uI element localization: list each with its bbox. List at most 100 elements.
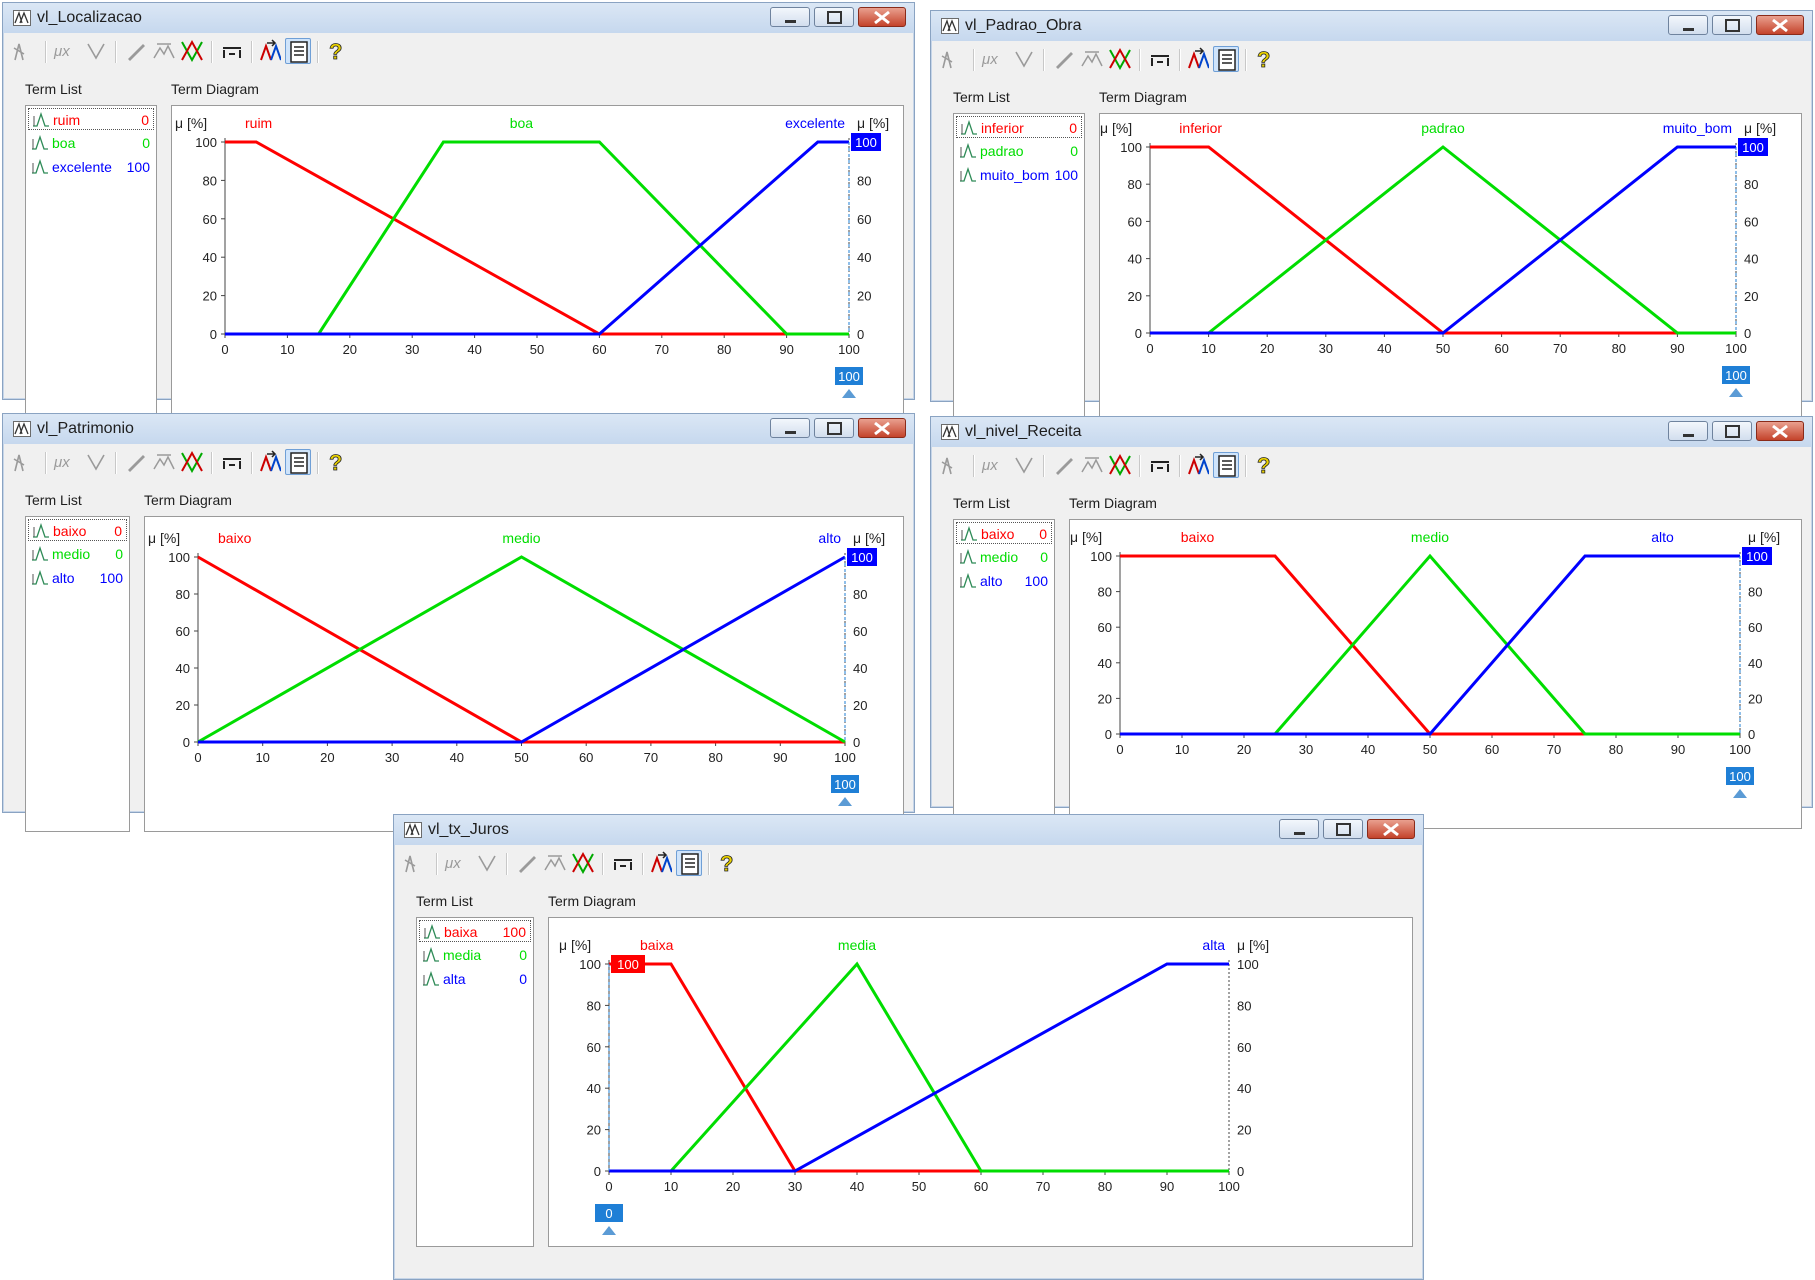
inverse-term-button[interactable]: [1011, 46, 1037, 72]
term-item-inferior[interactable]: inferior 0: [956, 116, 1082, 138]
input-cursor[interactable]: 100: [1726, 767, 1754, 798]
properties-button[interactable]: [285, 38, 311, 64]
input-cursor[interactable]: 100: [835, 367, 863, 398]
term-item-alto[interactable]: alto 100: [956, 570, 1052, 592]
series-line-excelente[interactable]: [225, 140, 849, 336]
input-cursor[interactable]: 100: [831, 775, 859, 806]
term-item-alta[interactable]: alta 0: [419, 968, 531, 990]
title-bar[interactable]: vl_nivel_Receita: [931, 417, 1812, 447]
minimize-button[interactable]: [770, 418, 810, 438]
term-item-baixo[interactable]: baixo 0: [28, 519, 127, 541]
maximize-button[interactable]: [1323, 819, 1363, 839]
term-overlap-button[interactable]: [1107, 46, 1133, 72]
shape-edit-button[interactable]: [1079, 46, 1105, 72]
series-line-alto[interactable]: [198, 555, 846, 744]
term-select-button[interactable]: [939, 452, 965, 478]
term-overlap-button[interactable]: [179, 38, 205, 64]
term-item-alto[interactable]: alto 100: [28, 567, 127, 589]
term-overlap-button[interactable]: [179, 449, 205, 475]
range-button[interactable]: [219, 38, 245, 64]
shape-edit-button[interactable]: [1079, 452, 1105, 478]
term-item-media[interactable]: media 0: [419, 944, 531, 966]
title-bar[interactable]: vl_Patrimonio: [3, 414, 914, 444]
properties-button[interactable]: [1213, 452, 1239, 478]
close-button[interactable]: [1367, 819, 1415, 839]
properties-button[interactable]: [1213, 46, 1239, 72]
help-button[interactable]: ?: [323, 38, 349, 64]
add-term-button[interactable]: [257, 449, 283, 475]
series-line-inferior[interactable]: [1150, 145, 1736, 335]
close-button[interactable]: [858, 7, 906, 27]
range-button[interactable]: [1147, 452, 1173, 478]
pencil-button[interactable]: [514, 850, 540, 876]
inverse-term-button[interactable]: [1011, 452, 1037, 478]
series-line-media[interactable]: [669, 961, 1229, 1173]
add-term-button[interactable]: [1185, 46, 1211, 72]
properties-button[interactable]: [676, 850, 702, 876]
mu-x-button[interactable]: μx: [979, 452, 1005, 478]
term-diagram[interactable]: μ [%]μ [%]002020404060608080100100010203…: [171, 105, 904, 421]
inverse-term-button[interactable]: [83, 38, 109, 64]
inverse-term-button[interactable]: [474, 850, 500, 876]
input-cursor[interactable]: 0: [595, 1204, 623, 1235]
term-diagram[interactable]: μ [%]μ [%]002020404060608080100100010203…: [144, 516, 904, 832]
add-term-button[interactable]: [1185, 452, 1211, 478]
term-overlap-button[interactable]: [570, 850, 596, 876]
help-button[interactable]: ?: [323, 449, 349, 475]
term-diagram[interactable]: μ [%]μ [%]002020404060608080100100010203…: [1099, 113, 1802, 419]
series-line-medio[interactable]: [197, 555, 846, 744]
term-item-muito-bom[interactable]: muito_bom 100: [956, 164, 1082, 186]
minimize-button[interactable]: [1279, 819, 1319, 839]
maximize-button[interactable]: [814, 418, 854, 438]
maximize-button[interactable]: [814, 7, 854, 27]
term-overlap-button[interactable]: [1107, 452, 1133, 478]
mu-x-button[interactable]: μx: [442, 850, 468, 876]
pencil-button[interactable]: [1051, 452, 1077, 478]
minimize-button[interactable]: [1668, 15, 1708, 35]
maximize-button[interactable]: [1712, 15, 1752, 35]
range-button[interactable]: [610, 850, 636, 876]
series-line-ruim[interactable]: [225, 140, 849, 336]
term-item-baixa[interactable]: baixa 100: [419, 920, 531, 942]
term-select-button[interactable]: [402, 850, 428, 876]
close-button[interactable]: [1756, 421, 1804, 441]
term-item-boa[interactable]: boa 0: [28, 132, 154, 154]
add-term-button[interactable]: [257, 38, 283, 64]
title-bar[interactable]: vl_Localizacao: [3, 3, 914, 33]
shape-edit-button[interactable]: [151, 449, 177, 475]
series-line-boa[interactable]: [317, 140, 849, 336]
input-cursor[interactable]: 100: [1722, 366, 1750, 397]
title-bar[interactable]: vl_tx_Juros: [394, 815, 1423, 845]
close-button[interactable]: [858, 418, 906, 438]
range-button[interactable]: [219, 449, 245, 475]
close-button[interactable]: [1756, 15, 1804, 35]
cursor-handle-icon[interactable]: [838, 797, 852, 806]
term-item-baixo[interactable]: baixo 0: [956, 522, 1052, 544]
help-button[interactable]: ?: [1251, 452, 1277, 478]
series-line-baixo[interactable]: [197, 555, 845, 744]
term-select-button[interactable]: [11, 38, 37, 64]
term-item-padrao[interactable]: padrao 0: [956, 140, 1082, 162]
pencil-button[interactable]: [123, 38, 149, 64]
term-select-button[interactable]: [939, 46, 965, 72]
term-select-button[interactable]: [11, 449, 37, 475]
cursor-handle-icon[interactable]: [1733, 789, 1747, 798]
range-button[interactable]: [1147, 46, 1173, 72]
mu-x-button[interactable]: μx: [51, 449, 77, 475]
help-button[interactable]: ?: [714, 850, 740, 876]
cursor-handle-icon[interactable]: [842, 389, 856, 398]
term-item-excelente[interactable]: excelente 100: [28, 156, 154, 178]
inverse-term-button[interactable]: [83, 449, 109, 475]
series-line-padrao[interactable]: [1207, 145, 1736, 335]
series-line-muito-bom[interactable]: [1150, 145, 1736, 335]
term-item-medio[interactable]: medio 0: [956, 546, 1052, 568]
series-line-alto[interactable]: [1120, 554, 1740, 736]
title-bar[interactable]: vl_Padrao_Obra: [931, 11, 1812, 41]
series-line-baixo[interactable]: [1120, 554, 1740, 736]
cursor-handle-icon[interactable]: [1729, 388, 1743, 397]
mu-x-button[interactable]: μx: [51, 38, 77, 64]
term-item-ruim[interactable]: ruim 0: [28, 108, 154, 130]
cursor-handle-icon[interactable]: [602, 1226, 616, 1235]
minimize-button[interactable]: [1668, 421, 1708, 441]
